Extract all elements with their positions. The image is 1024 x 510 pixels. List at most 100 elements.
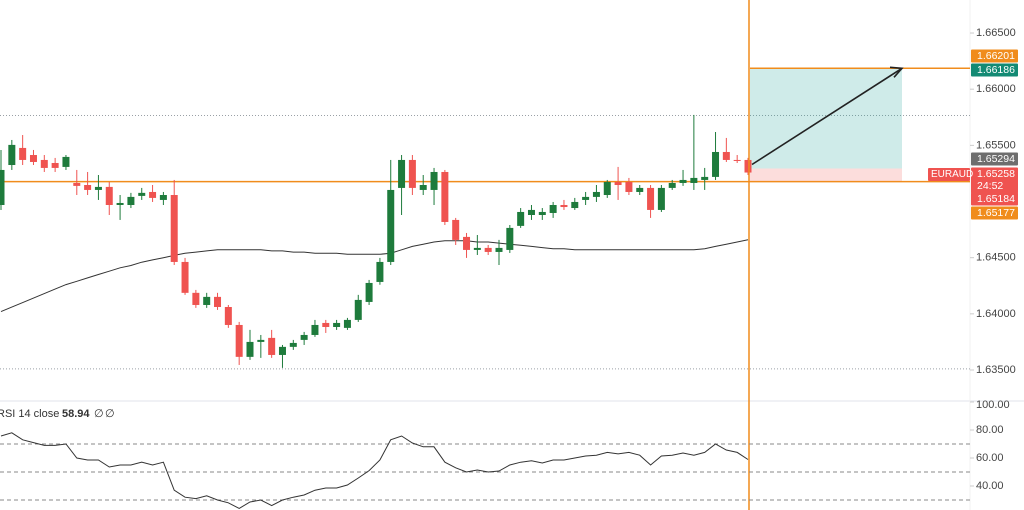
candle-body bbox=[333, 322, 341, 327]
candle-body bbox=[354, 299, 362, 320]
candle-body bbox=[495, 247, 503, 252]
candle-body bbox=[387, 189, 395, 262]
candle-body bbox=[311, 324, 319, 335]
candle-body bbox=[138, 192, 146, 196]
price-label: 1.66186 bbox=[977, 64, 1015, 76]
candle-body bbox=[300, 334, 308, 340]
candle-body bbox=[484, 247, 492, 252]
candle-body bbox=[625, 181, 633, 192]
candle-body bbox=[192, 292, 200, 305]
rsi-value: 58.94 bbox=[62, 408, 90, 420]
candle-body bbox=[376, 261, 384, 282]
candle-body bbox=[408, 159, 416, 188]
candle-body bbox=[289, 342, 297, 347]
rsi-tick-label: 80.00 bbox=[976, 424, 1004, 436]
rsi-na: ∅ bbox=[105, 408, 115, 420]
price-label-bg bbox=[971, 206, 1018, 220]
candle-body bbox=[62, 156, 70, 167]
price-label-bg bbox=[971, 167, 1018, 194]
price-label: 1.65177 bbox=[977, 207, 1015, 219]
candle-body bbox=[506, 227, 514, 250]
candle-body bbox=[712, 151, 720, 177]
candle-body bbox=[268, 337, 276, 355]
arrow-head bbox=[889, 66, 904, 78]
price-label-bg bbox=[971, 152, 1018, 166]
candle-body bbox=[246, 341, 254, 357]
y-tick-label: 1.65500 bbox=[976, 139, 1016, 151]
rsi-name: RSI 14 close bbox=[0, 408, 59, 420]
candle-body bbox=[657, 187, 665, 210]
y-tick-label: 1.66000 bbox=[976, 83, 1016, 95]
candle-body bbox=[690, 177, 698, 183]
candle-body bbox=[73, 182, 81, 186]
candle-body bbox=[733, 159, 741, 161]
candle-body bbox=[343, 319, 351, 328]
countdown: 24:52 bbox=[977, 180, 1003, 192]
candle-body bbox=[224, 306, 232, 325]
candle-body bbox=[744, 159, 752, 173]
rsi-tick-label: 60.00 bbox=[976, 452, 1004, 464]
candle-body bbox=[473, 247, 481, 250]
rsi-na: ∅ bbox=[94, 408, 104, 420]
candle-body bbox=[257, 339, 265, 342]
price-label: 1.65258 bbox=[977, 168, 1015, 180]
candle-body bbox=[19, 147, 27, 160]
candle-body bbox=[582, 196, 590, 200]
candle-body bbox=[127, 196, 135, 205]
price-label-bg bbox=[971, 63, 1018, 77]
candle-body bbox=[571, 201, 579, 209]
candle-body bbox=[647, 187, 655, 210]
price-label: 1.65294 bbox=[977, 153, 1015, 165]
candle-body bbox=[517, 211, 525, 226]
candle-body bbox=[29, 155, 37, 162]
candle-body bbox=[701, 176, 709, 180]
candle-body bbox=[398, 159, 406, 188]
candle-body bbox=[722, 151, 730, 160]
candle-body bbox=[419, 185, 427, 190]
rsi-tick-label: 40.00 bbox=[976, 480, 1004, 492]
candle-body bbox=[149, 191, 157, 198]
price-label: 1.66201 bbox=[977, 50, 1015, 62]
candle-body bbox=[365, 282, 373, 302]
rsi-line bbox=[0, 432, 749, 509]
candle-body bbox=[614, 181, 622, 186]
candle-body bbox=[430, 171, 438, 190]
candle-body bbox=[560, 204, 568, 208]
symbol-label: EURAUD bbox=[931, 169, 973, 180]
candle-body bbox=[538, 211, 546, 215]
y-tick-label: 1.66500 bbox=[976, 27, 1016, 39]
candle-body bbox=[322, 322, 330, 327]
price-label: 1.65184 bbox=[977, 193, 1015, 205]
candle-body bbox=[549, 204, 557, 213]
rsi-tick-label: 100.00 bbox=[976, 399, 1010, 411]
candle-body bbox=[235, 324, 243, 357]
y-tick-label: 1.63500 bbox=[976, 364, 1016, 376]
symbol-label-bg bbox=[928, 168, 970, 181]
candle-body bbox=[8, 144, 16, 166]
candle-body bbox=[105, 186, 113, 205]
price-label-bg bbox=[971, 192, 1018, 206]
moving-average bbox=[0, 239, 749, 313]
candle-body bbox=[116, 202, 124, 205]
candle-body bbox=[84, 185, 92, 190]
candle-body bbox=[603, 181, 611, 196]
y-tick-label: 1.64500 bbox=[976, 252, 1016, 264]
candle-body bbox=[159, 195, 167, 200]
candle-body bbox=[463, 236, 471, 250]
y-tick-label: 1.64000 bbox=[976, 308, 1016, 320]
candle-body bbox=[527, 209, 535, 215]
loss-zone bbox=[750, 168, 902, 182]
candle-body bbox=[170, 195, 178, 262]
candle-body bbox=[0, 169, 5, 205]
candle-body bbox=[636, 187, 644, 192]
candle-body bbox=[51, 162, 59, 168]
candle-body bbox=[181, 261, 189, 293]
candle-body bbox=[441, 171, 449, 222]
candle-body bbox=[592, 191, 600, 197]
candle-body bbox=[40, 159, 48, 168]
candle-body bbox=[94, 186, 102, 190]
candle-body bbox=[278, 346, 286, 355]
candle-body bbox=[679, 179, 687, 183]
